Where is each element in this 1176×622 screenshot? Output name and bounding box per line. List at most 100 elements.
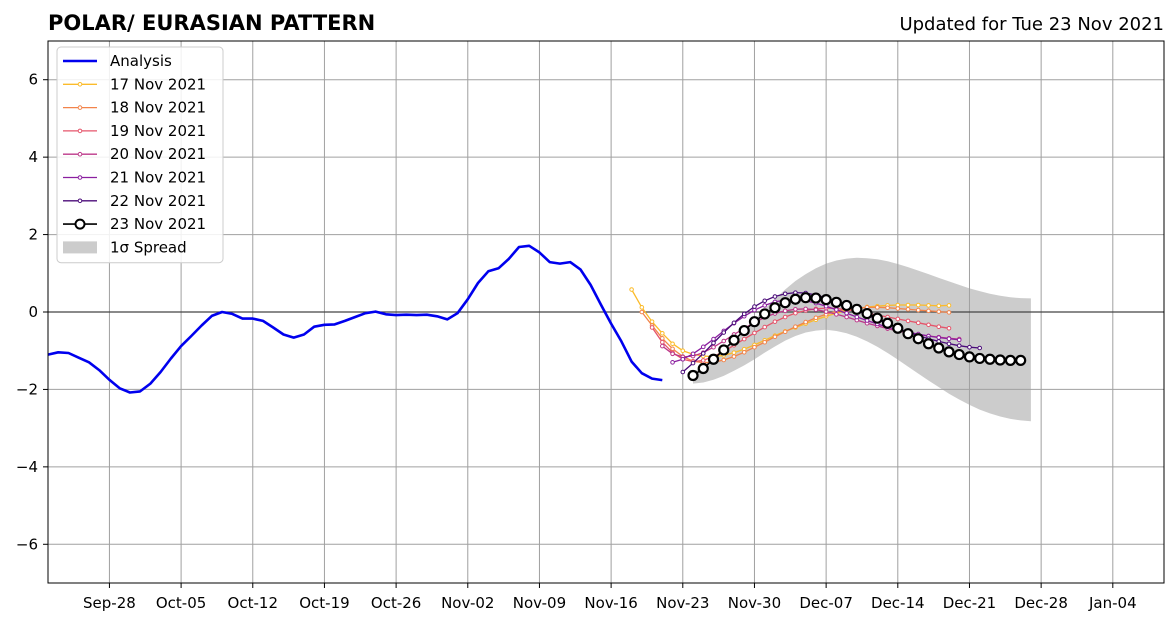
forecast-point [762, 298, 767, 304]
forecast-point [946, 325, 952, 331]
forecast-point [830, 296, 842, 308]
forecast-point [782, 329, 788, 335]
forecast-point [789, 293, 802, 305]
chart-title: POLAR/ EURASIAN PATTERN [48, 11, 375, 35]
forecast-point [915, 320, 921, 326]
forecast-point [762, 339, 767, 345]
x-tick-label: Nov-02 [441, 594, 494, 612]
x-tick-label: Nov-09 [513, 594, 566, 612]
legend-label: 19 Nov 2021 [110, 122, 206, 140]
forecast-point [974, 352, 986, 365]
x-tick-label: Nov-30 [728, 594, 781, 612]
forecast-point [885, 305, 890, 311]
forecast-point [793, 306, 798, 312]
forecast-point [718, 344, 730, 356]
forecast-point [707, 353, 720, 365]
spread-band-layer [693, 257, 1031, 422]
forecast-point [963, 351, 976, 363]
forecast-point [813, 307, 819, 312]
forecast-point [639, 309, 645, 315]
forecast-point [871, 312, 883, 324]
forecast-point [782, 308, 788, 314]
forecast-point [803, 319, 808, 325]
forecast-point [690, 351, 696, 357]
forecast-point [752, 344, 757, 350]
forecast-point [670, 360, 675, 365]
forecast-point [782, 291, 788, 297]
legend: Analysis 17 Nov 2021 18 Nov 2021 19 Nov 202… [56, 46, 224, 264]
forecast-point [844, 314, 849, 320]
forecast-point [772, 334, 778, 340]
forecast-point [690, 360, 696, 366]
forecast-point [895, 316, 901, 322]
forecast-point [861, 307, 873, 320]
y-tick-label: 0 [28, 303, 38, 321]
forecast-point [881, 317, 894, 329]
forecast-point [1015, 354, 1027, 366]
x-tick-label: Oct-19 [299, 594, 349, 612]
x-tick-label: Nov-16 [584, 594, 637, 612]
spread-band [693, 257, 1031, 422]
forecast-point [864, 318, 870, 323]
forecast-point [953, 348, 965, 361]
forecast-point [943, 346, 955, 358]
legend-label: 23 Nov 2021 [110, 215, 206, 233]
forecast-point [680, 356, 686, 362]
x-tick-label: Dec-21 [943, 594, 997, 612]
x-tick-label: Sep-28 [83, 594, 136, 612]
forecast-point [956, 337, 962, 343]
forecast-point [779, 297, 791, 309]
forecast-point [697, 362, 709, 375]
forecast-point [731, 350, 737, 355]
axes-layer: Sep-28 Oct-05 Oct-12 Oct-19 Oct-26 Nov-02 Nov-… [16, 40, 1165, 612]
forecast-point [670, 346, 675, 352]
forecast-point [902, 328, 914, 340]
forecast-point [834, 307, 839, 312]
legend-label: 17 Nov 2021 [110, 75, 206, 93]
legend-label: 22 Nov 2021 [110, 192, 206, 210]
forecast-point [922, 338, 935, 350]
forecast-point [905, 318, 911, 324]
forecast-point [711, 344, 716, 350]
forecast-point [660, 343, 665, 349]
y-tick-label: −2 [16, 380, 38, 398]
forecast-point [731, 320, 737, 326]
legend-marker [77, 82, 83, 87]
forecast-point [680, 348, 686, 354]
x-tick-label: Dec-14 [871, 594, 925, 612]
y-tick-label: 2 [28, 226, 38, 244]
forecast-point [721, 357, 727, 363]
x-tick-label: Oct-26 [371, 594, 421, 612]
forecast-point [946, 341, 952, 347]
forecast-point [915, 302, 921, 308]
forecast-point [936, 309, 942, 314]
forecast-point [946, 310, 952, 315]
x-tick-label: Dec-28 [1014, 594, 1068, 612]
legend-marker [77, 128, 83, 134]
forecast-point [905, 302, 911, 308]
forecast-point [905, 306, 911, 312]
forecast-point [936, 324, 942, 330]
y-tick-label: −4 [16, 458, 38, 476]
forecast-point [810, 292, 822, 304]
forecast-point [752, 304, 757, 309]
forecast-point [946, 303, 952, 308]
forecast-point [820, 294, 832, 306]
forecast-point [956, 343, 962, 348]
forecast-point [731, 354, 737, 359]
forecast-point [649, 325, 655, 330]
forecast-point [1004, 354, 1017, 366]
forecast-point [844, 310, 849, 316]
x-tick-label: Oct-05 [156, 594, 206, 612]
y-tick-label: 4 [28, 148, 38, 166]
forecast-point [639, 305, 645, 310]
x-tick-label: Dec-07 [799, 594, 853, 612]
forecast-point [721, 330, 727, 335]
forecast-point [711, 336, 716, 342]
forecast-point [967, 344, 972, 350]
forecast-point [700, 358, 706, 363]
y-tick-label: −6 [16, 535, 38, 553]
forecast-point [748, 316, 761, 328]
forecast-point [687, 369, 699, 382]
